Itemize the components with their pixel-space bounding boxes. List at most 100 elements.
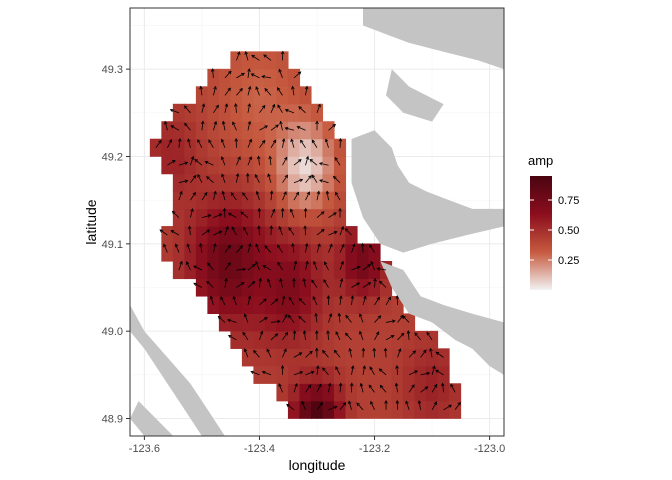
current-arrow-196 (296, 125, 306, 131)
current-arrow-242 (339, 260, 344, 271)
current-arrow-106 (259, 298, 267, 306)
current-arrow-284 (383, 347, 388, 358)
current-arrow-247 (332, 175, 341, 183)
current-arrow-8 (170, 230, 180, 236)
current-arrow-249 (338, 137, 343, 148)
current-arrow-143 (282, 331, 289, 341)
current-arrow-138 (261, 74, 272, 79)
current-arrow-131 (269, 190, 274, 201)
current-arrow-286 (385, 319, 396, 323)
current-arrow-63 (221, 120, 226, 131)
current-arrow-28 (199, 242, 203, 253)
current-arrow-93 (242, 192, 249, 201)
current-arrow-144 (282, 313, 288, 323)
current-arrow-302 (402, 315, 410, 323)
land-mass-2 (489, 16, 504, 52)
amp-legend: amp 0.25 0.50 0.75 (528, 153, 579, 290)
current-arrow-241 (339, 277, 344, 288)
current-arrow-52 (217, 315, 226, 323)
current-arrow-197 (298, 106, 306, 114)
current-arrow-29 (201, 229, 211, 236)
current-arrow-261 (356, 402, 364, 411)
current-arrow-198 (304, 85, 309, 96)
current-arrow-214 (311, 139, 318, 148)
current-arrow-122 (266, 348, 272, 358)
amp-tile-110 (253, 226, 266, 245)
current-arrow-316 (435, 351, 444, 358)
current-arrow-67 (227, 334, 237, 341)
current-arrow-114 (256, 155, 261, 166)
current-arrow-12 (178, 161, 189, 166)
land-mass-1 (386, 69, 444, 122)
current-arrow-175 (290, 138, 295, 148)
amp-tile-40 (207, 261, 220, 280)
current-arrow-277 (374, 296, 380, 306)
current-arrow-75 (230, 192, 237, 201)
current-arrow-45 (206, 176, 214, 183)
current-arrow-123 (270, 333, 279, 341)
current-arrow-264 (361, 347, 366, 358)
current-arrow-254 (344, 332, 352, 341)
current-arrow-50 (213, 85, 217, 96)
current-arrow-101 (244, 50, 249, 61)
current-arrow-289 (376, 267, 387, 271)
current-arrow-56 (224, 244, 231, 253)
amp-tile-16 (184, 261, 197, 280)
current-arrow-158 (278, 68, 283, 79)
current-arrow-100 (247, 68, 251, 78)
current-arrow-297 (405, 400, 410, 410)
current-arrow-125 (270, 298, 279, 306)
amp-tile-107 (253, 278, 266, 297)
current-arrow-126 (267, 278, 272, 288)
current-arrow-33 (194, 158, 203, 166)
current-arrow-226 (328, 243, 333, 253)
current-arrow-103 (253, 349, 260, 358)
current-arrow-128 (264, 245, 272, 253)
current-arrow-280 (369, 244, 375, 253)
current-arrow-116 (259, 125, 269, 131)
current-arrow-308 (431, 401, 438, 410)
legend-label-2: 0.75 (558, 195, 579, 207)
current-arrow-118 (255, 86, 260, 96)
current-arrow-31 (201, 191, 208, 201)
current-arrow-204 (314, 312, 318, 323)
amp-tile-313 (437, 400, 450, 419)
amp-tile-187 (299, 278, 312, 297)
legend-colorbar (530, 176, 552, 290)
current-arrow-147 (277, 261, 283, 271)
current-arrow-191 (303, 207, 308, 218)
current-arrow-137 (264, 87, 272, 96)
current-arrow-5 (164, 120, 168, 131)
amp-tile-190 (299, 226, 312, 245)
current-arrow-119 (250, 73, 260, 79)
current-arrow-315 (435, 369, 444, 376)
amp-tile-73 (230, 226, 243, 245)
x-tick-label-2: -123.2 (359, 443, 390, 455)
current-arrow-282 (379, 384, 387, 393)
amp-tile-146 (276, 278, 289, 297)
current-arrow-43 (213, 213, 223, 219)
x-axis-ticks: -123.6 -123.4 -123.2 -123.0 (129, 436, 505, 455)
current-arrow-84 (243, 348, 249, 358)
current-arrow-294 (397, 332, 405, 341)
current-arrow-20 (190, 191, 196, 201)
current-arrow-73 (231, 226, 237, 236)
current-arrow-253 (348, 347, 352, 358)
current-arrow-127 (262, 265, 272, 271)
current-arrow-251 (349, 382, 354, 393)
current-arrow-246 (335, 191, 341, 201)
current-arrow-234 (339, 402, 347, 411)
current-arrow-165 (288, 314, 295, 323)
y-axis-title: latitude (83, 199, 99, 244)
current-arrow-190 (303, 225, 307, 236)
current-arrow-258 (351, 265, 361, 271)
current-arrow-186 (298, 297, 306, 306)
current-arrow-22 (190, 155, 195, 166)
amp-tile-2 (161, 226, 174, 245)
current-arrow-172 (293, 191, 299, 201)
current-arrow-70 (236, 281, 245, 288)
current-arrow-94 (246, 172, 250, 183)
current-arrow-209 (316, 228, 325, 236)
amp-tile-29 (195, 226, 208, 245)
current-arrow-2 (159, 229, 168, 236)
